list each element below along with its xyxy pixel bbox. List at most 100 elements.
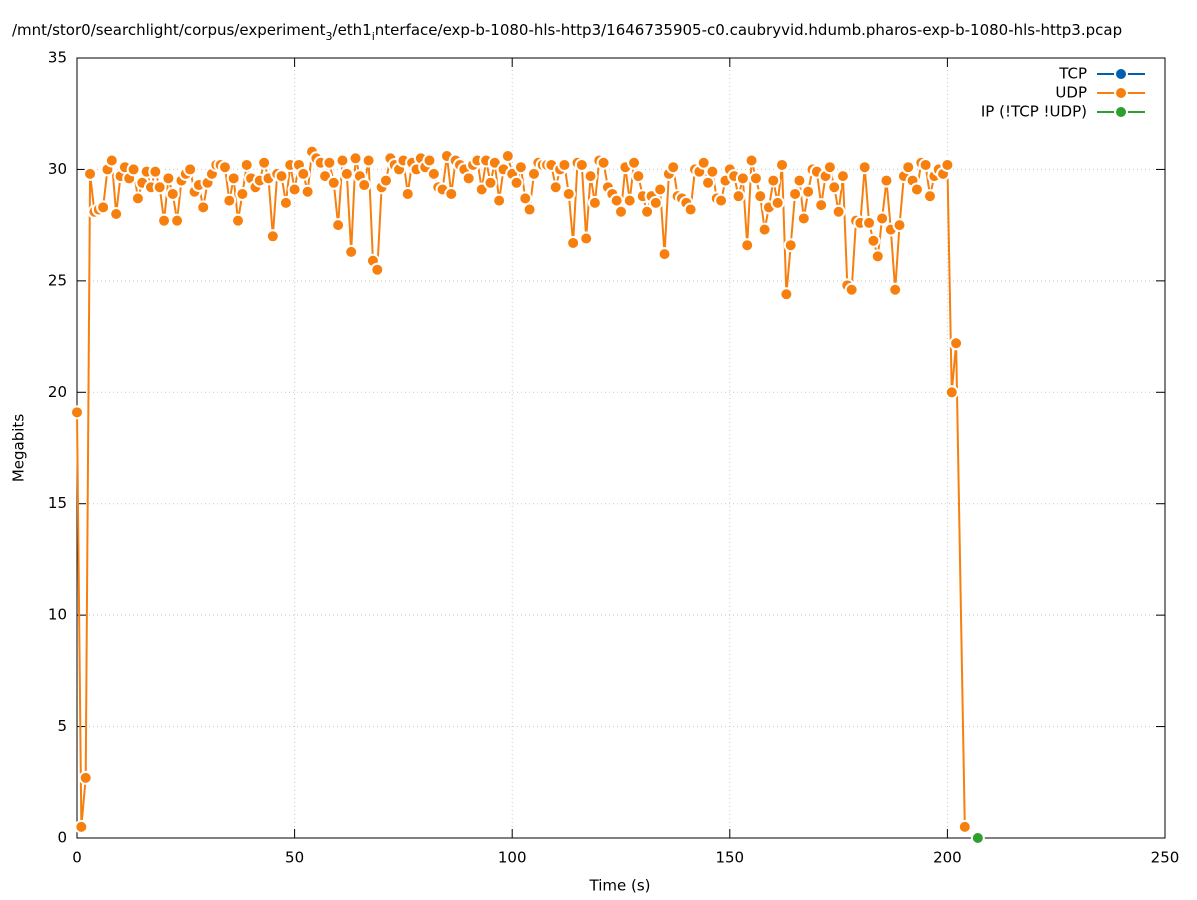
title-part: /mnt/stor0/searchlight/corpus/experiment xyxy=(12,21,326,39)
data-point xyxy=(757,222,772,237)
data-point xyxy=(666,160,681,175)
data-point xyxy=(814,198,829,213)
data-point xyxy=(835,169,850,184)
y-tick-label: 15 xyxy=(48,494,67,512)
data-point xyxy=(70,405,84,420)
data-point xyxy=(287,182,302,197)
data-point xyxy=(83,166,98,181)
x-tick-label: 150 xyxy=(715,849,744,867)
data-point xyxy=(557,157,572,172)
data-point xyxy=(775,157,790,172)
data-point xyxy=(792,173,807,188)
legend-marker xyxy=(1114,105,1128,119)
x-tick-label: 250 xyxy=(1151,849,1180,867)
data-point xyxy=(109,207,124,221)
data-point xyxy=(583,169,598,184)
data-point xyxy=(222,193,237,208)
y-tick-label: 30 xyxy=(48,160,67,178)
data-point xyxy=(444,186,459,201)
data-point xyxy=(901,160,916,175)
data-point xyxy=(753,189,768,204)
data-point xyxy=(879,173,894,188)
legend-marker xyxy=(1114,86,1128,100)
data-point xyxy=(344,244,359,259)
data-point xyxy=(74,819,89,834)
data-point xyxy=(522,202,537,217)
data-point xyxy=(357,178,372,193)
data-point xyxy=(335,153,350,168)
data-point xyxy=(822,160,837,175)
legend-label: UDP xyxy=(1055,84,1087,102)
data-point xyxy=(104,153,119,168)
y-tick-label: 20 xyxy=(48,383,67,401)
data-point xyxy=(422,153,437,168)
data-point xyxy=(426,166,441,181)
data-point xyxy=(627,155,642,170)
data-point xyxy=(918,157,933,172)
data-point xyxy=(226,171,241,186)
y-axis-label: Megabits xyxy=(10,414,28,482)
data-point xyxy=(862,215,877,230)
x-tick-label: 50 xyxy=(285,849,304,867)
data-point xyxy=(566,235,581,250)
y-tick-label: 0 xyxy=(57,829,67,847)
x-tick-label: 100 xyxy=(498,849,527,867)
data-point xyxy=(892,218,907,233)
x-axis-label: Time (s) xyxy=(589,877,651,895)
data-point xyxy=(614,204,628,219)
plot-border xyxy=(76,57,1166,839)
data-point xyxy=(796,211,811,226)
data-point xyxy=(657,247,672,262)
data-point xyxy=(492,193,507,208)
data-point xyxy=(331,218,346,233)
y-tick-label: 35 xyxy=(48,49,67,67)
data-point xyxy=(152,180,167,195)
data-point xyxy=(957,819,972,834)
data-point xyxy=(126,162,141,177)
data-point xyxy=(587,195,602,210)
data-point xyxy=(779,287,794,302)
data-point xyxy=(278,195,293,210)
series-line xyxy=(76,148,966,827)
data-point xyxy=(370,262,385,277)
data-point xyxy=(378,173,393,188)
data-point xyxy=(548,180,563,195)
data-point xyxy=(157,213,172,228)
data-point xyxy=(740,238,755,253)
data-point xyxy=(705,164,720,179)
data-point xyxy=(640,204,655,219)
data-point xyxy=(165,186,180,201)
data-point xyxy=(574,157,589,172)
data-point xyxy=(714,193,729,208)
data-point xyxy=(161,171,176,186)
data-point xyxy=(183,162,198,177)
data-point xyxy=(326,175,341,190)
data-point xyxy=(596,155,611,170)
data-point xyxy=(78,770,93,785)
data-point xyxy=(513,160,528,175)
data-point xyxy=(631,169,646,184)
data-point xyxy=(970,831,985,845)
data-point xyxy=(257,155,272,170)
chart-title: /mnt/stor0/searchlight/corpus/experiment… xyxy=(12,21,1122,43)
data-point xyxy=(788,186,803,201)
data-point xyxy=(801,184,816,199)
data-point xyxy=(844,282,859,297)
data-point xyxy=(653,182,668,197)
data-point xyxy=(561,186,576,201)
data-point xyxy=(130,191,145,206)
data-point xyxy=(170,213,185,228)
data-point xyxy=(217,160,232,175)
data-point xyxy=(296,166,311,181)
data-point xyxy=(196,200,211,215)
data-point xyxy=(300,184,315,199)
data-point xyxy=(579,231,594,246)
data-point xyxy=(866,233,881,248)
x-tick-label: 200 xyxy=(933,849,962,867)
title-part: /eth1 xyxy=(333,21,372,39)
data-point xyxy=(735,171,750,186)
data-point xyxy=(274,169,289,184)
data-point xyxy=(339,166,354,181)
y-tick-label: 10 xyxy=(48,606,67,624)
